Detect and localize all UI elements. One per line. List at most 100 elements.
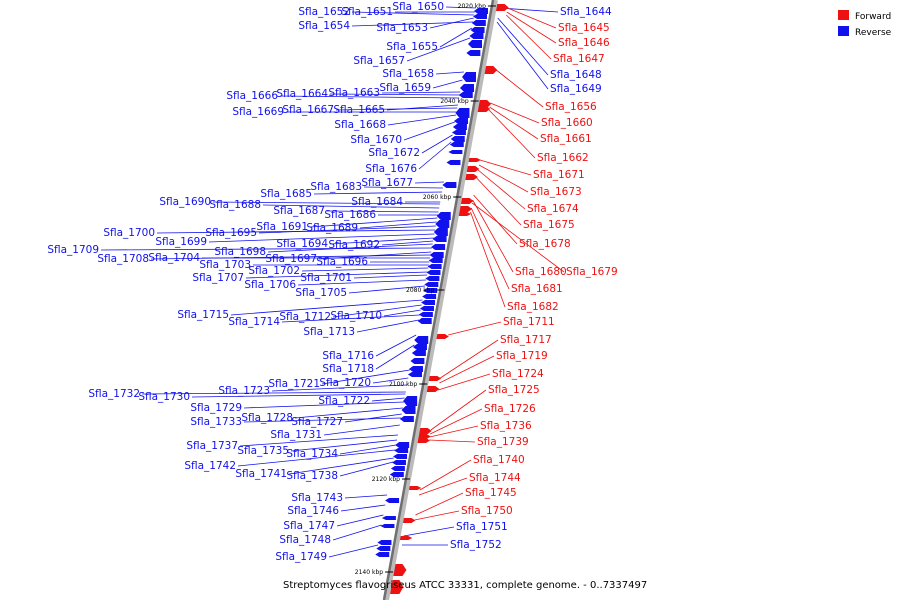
connector-line — [326, 210, 439, 213]
connector-line — [212, 201, 440, 205]
connector-line — [418, 477, 468, 496]
gene-label-forward: Sfla_1711 — [503, 316, 555, 328]
gene-label-reverse: Sfla_1729 — [190, 402, 242, 414]
connector-line — [321, 369, 410, 385]
legend-swatch-forward — [838, 10, 849, 20]
gene-arrow-reverse — [446, 160, 461, 165]
gene-label-reverse: Sfla_1657 — [353, 55, 405, 67]
gene-label-forward: Sfla_1673 — [530, 186, 582, 198]
gene-label-reverse: Sfla_1713 — [303, 326, 355, 338]
gene-label-reverse: Sfla_1705 — [295, 287, 347, 299]
connector-line — [375, 344, 415, 370]
gene-arrow-forward — [416, 434, 431, 439]
connector-line — [383, 309, 421, 317]
gene-label-reverse: Sfla_1648 — [550, 69, 602, 81]
connector-line — [281, 314, 420, 323]
gene-label-reverse: Sfla_1747 — [283, 520, 335, 532]
connector-line — [438, 373, 491, 391]
connector-line — [245, 271, 428, 279]
connector-line — [344, 494, 388, 499]
gene-label-reverse: Sfla_1721 — [268, 378, 320, 390]
gene-label-reverse: Sfla_1672 — [368, 147, 420, 159]
gene-arrow-reverse — [429, 252, 444, 258]
gene-label-reverse: Sfla_1659 — [379, 82, 431, 94]
gene-label-reverse: Sfla_1748 — [279, 534, 331, 546]
gene-label-reverse: Sfla_1737 — [186, 440, 238, 452]
gene-label-reverse: Sfla_1743 — [291, 492, 343, 504]
connector-line — [496, 69, 544, 108]
gene-arrow-reverse — [423, 288, 438, 293]
gene-label-reverse: Sfla_1698 — [214, 246, 266, 258]
gene-label-forward: Sfla_1725 — [488, 384, 540, 396]
gene-arrow-forward — [476, 106, 491, 112]
connector-line — [387, 114, 457, 126]
gene-label-forward: Sfla_1744 — [469, 472, 521, 484]
gene-label-forward: Sfla_1656 — [545, 101, 597, 113]
gene-label-reverse: Sfla_1699 — [155, 236, 207, 248]
gene-arrow-reverse — [428, 258, 443, 263]
gene-label-reverse: Sfla_1687 — [273, 205, 325, 217]
gene-arrow-reverse — [395, 442, 410, 448]
gene-label-reverse: Sfla_1751 — [456, 521, 508, 533]
gene-arrow-forward — [392, 564, 407, 576]
gene-arrow-forward — [427, 376, 442, 381]
axis-tick-label: 2100 kbp — [389, 381, 417, 388]
connector-line — [239, 434, 399, 447]
gene-label-forward: Sfla_1736 — [480, 420, 532, 432]
gene-label-reverse: Sfla_1714 — [228, 316, 280, 328]
connector-line — [489, 106, 539, 140]
connector-line — [351, 11, 475, 16]
connector-line — [506, 11, 557, 44]
connector-line — [290, 439, 398, 452]
connector-line — [100, 247, 432, 251]
gene-arrow-reverse — [410, 358, 425, 364]
connector-line — [381, 240, 434, 246]
connector-line — [403, 526, 455, 537]
gene-arrow-reverse — [448, 150, 463, 154]
connector-line — [328, 544, 379, 558]
connector-line — [313, 191, 443, 195]
gene-arrow-reverse — [375, 552, 390, 557]
gene-arrow-reverse — [411, 350, 426, 356]
gene-arrow-forward — [415, 438, 430, 443]
gene-arrow-reverse — [380, 524, 395, 528]
gene-arrow-reverse — [426, 270, 441, 275]
gene-arrow-reverse — [425, 276, 440, 281]
gene-label-forward: Sfla_1682 — [507, 301, 559, 313]
legend-swatch-reverse — [838, 26, 849, 36]
gene-arrow-forward — [457, 212, 472, 216]
connector-line — [208, 233, 435, 243]
connector-line — [429, 425, 479, 438]
gene-label-reverse: Sfla_1690 — [159, 196, 211, 208]
connector-line — [429, 408, 483, 435]
axis-ticks: 2020 kbp 2040 kbp 2060 kbp 2080 kbp 2100 kbp… — [355, 3, 496, 576]
map-caption: Streptomyces flavogriseus ATCC 33331, co… — [283, 580, 647, 591]
connector-line — [476, 177, 522, 226]
gene-arrow-forward — [425, 386, 440, 392]
gene-arrow-reverse — [435, 220, 450, 228]
connector-line — [353, 274, 428, 279]
gene-label-reverse: Sfla_1670 — [350, 134, 402, 146]
gene-arrow-reverse — [401, 406, 416, 414]
gene-label-reverse: Sfla_1734 — [286, 448, 338, 460]
connector-line — [329, 93, 460, 96]
connector-line — [414, 181, 444, 184]
connector-line — [329, 237, 434, 245]
connector-line — [507, 7, 557, 29]
gene-arrow-reverse — [474, 8, 489, 14]
gene-label-reverse: Sfla_1707 — [192, 272, 244, 284]
gene-arrow-reverse — [394, 448, 409, 453]
gene-label-reverse: Sfla_1727 — [291, 416, 343, 428]
axis-tick-label: 2140 kbp — [355, 569, 383, 576]
gene-label-reverse: Sfla_1731 — [270, 429, 322, 441]
gene-label-reverse: Sfla_1665 — [333, 104, 385, 116]
connector-line — [297, 279, 427, 286]
gene-label-reverse: Sfla_1730 — [138, 391, 190, 403]
gene-label-forward: Sfla_1671 — [533, 169, 585, 181]
gene-arrow-reverse — [469, 33, 484, 39]
connector-line — [414, 510, 460, 521]
gene-label-reverse: Sfla_1677 — [361, 177, 413, 189]
gene-label-forward: Sfla_1745 — [465, 487, 517, 499]
gene-arrow-reverse — [468, 40, 483, 48]
